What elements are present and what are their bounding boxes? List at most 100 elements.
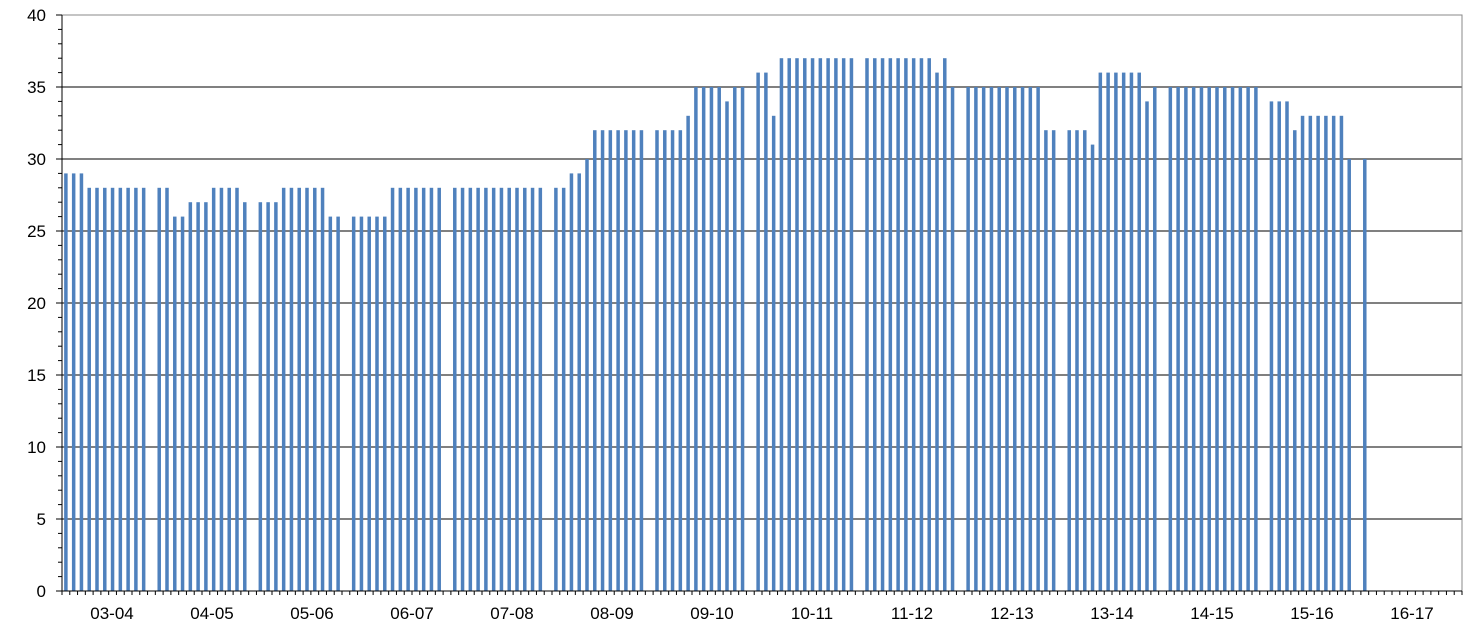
- bar: [196, 202, 200, 591]
- bar: [87, 187, 91, 592]
- bar: [849, 58, 854, 591]
- bar: [437, 187, 441, 592]
- bar: [873, 58, 877, 591]
- bar: [919, 58, 924, 591]
- bar: [1285, 101, 1289, 592]
- bar: [935, 72, 939, 592]
- bar: [134, 187, 138, 592]
- bar: [1114, 72, 1118, 592]
- bar: [1106, 72, 1110, 592]
- bar: [281, 187, 286, 592]
- bar: [367, 216, 371, 591]
- bar: [896, 58, 900, 591]
- bar: [577, 173, 581, 591]
- bar: [554, 187, 558, 592]
- bar: [1153, 87, 1157, 591]
- bar: [320, 187, 325, 592]
- y-tick-label: 15: [27, 366, 46, 385]
- bar: [1005, 87, 1009, 591]
- y-tick-label: 30: [27, 150, 46, 169]
- bar: [1339, 115, 1344, 592]
- bar: [997, 87, 1001, 591]
- bar: [484, 187, 488, 592]
- x-tick-label: 06-07: [390, 604, 433, 623]
- bar: [476, 187, 480, 592]
- bar: [1308, 115, 1313, 592]
- bar: [204, 202, 208, 591]
- bar: [1215, 87, 1219, 591]
- bar: [981, 87, 986, 591]
- bar: [180, 216, 185, 591]
- y-tick-label: 35: [27, 78, 46, 97]
- bar: [188, 202, 193, 591]
- bar: [950, 87, 955, 591]
- bar: [1168, 87, 1173, 591]
- bar: [927, 58, 931, 591]
- bar: [717, 87, 721, 591]
- bar: [1331, 115, 1336, 592]
- bar: [1277, 101, 1281, 592]
- x-tick-label: 07-08: [490, 604, 533, 623]
- bar: [375, 216, 379, 591]
- bar: [1137, 72, 1141, 592]
- bar: [491, 187, 496, 592]
- bar: [499, 187, 504, 592]
- bar: [1246, 87, 1250, 591]
- bar: [165, 187, 169, 592]
- bar: [126, 187, 130, 592]
- bar: [709, 87, 714, 591]
- bar: [421, 187, 426, 592]
- bar: [390, 187, 395, 592]
- bar: [756, 72, 760, 592]
- bar: [110, 187, 115, 592]
- bar: [274, 202, 278, 591]
- bar: [608, 130, 613, 591]
- bar: [1230, 87, 1235, 591]
- x-tick-label: 05-06: [290, 604, 333, 623]
- bar: [1145, 101, 1149, 592]
- bar: [1347, 159, 1351, 591]
- bar: [1013, 87, 1017, 591]
- bar: [841, 58, 846, 591]
- bar: [1191, 87, 1196, 591]
- bar: [1363, 159, 1367, 591]
- bar: [904, 58, 908, 591]
- bar: [1199, 87, 1204, 591]
- bar: [585, 159, 589, 591]
- bar: [1300, 115, 1305, 592]
- x-tick-label: 12-13: [990, 604, 1033, 623]
- bar: [235, 187, 239, 592]
- x-tick-label: 08-09: [590, 604, 633, 623]
- bar: [678, 130, 683, 591]
- bar: [1176, 87, 1180, 591]
- bar: [1083, 130, 1087, 591]
- x-tick-label: 10-11: [791, 604, 833, 623]
- bar: [1098, 72, 1103, 592]
- bar: [569, 173, 574, 591]
- x-tick-label: 16-17: [1390, 604, 1433, 623]
- bar: [631, 130, 636, 591]
- bar: [686, 115, 690, 592]
- bar: [795, 58, 799, 591]
- x-tick-label: 09-10: [690, 604, 733, 623]
- bar: [1207, 87, 1211, 591]
- x-tick-label: 13-14: [1090, 604, 1133, 623]
- bar: [593, 130, 597, 591]
- bar: [740, 87, 745, 591]
- bar: [1184, 87, 1188, 591]
- x-tick-label: 14-15: [1190, 604, 1233, 623]
- bar: [1067, 130, 1071, 591]
- bar: [701, 87, 706, 591]
- bar: [243, 202, 247, 591]
- bar: [1324, 115, 1328, 592]
- bar: [530, 187, 535, 592]
- bar: [803, 58, 807, 591]
- bar: [1020, 87, 1025, 591]
- bar: [834, 58, 838, 591]
- bar: [398, 187, 403, 592]
- bar: [118, 187, 123, 592]
- bar: [227, 187, 231, 592]
- bar: [600, 130, 605, 591]
- y-tick-label: 5: [37, 510, 46, 529]
- y-tick-label: 25: [27, 222, 46, 241]
